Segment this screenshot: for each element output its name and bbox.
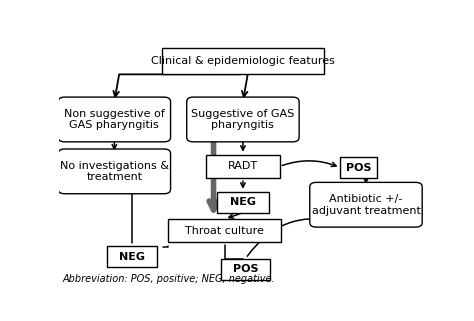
FancyBboxPatch shape [221,258,271,280]
Text: Suggestive of GAS
pharyngitis: Suggestive of GAS pharyngitis [191,109,294,130]
FancyBboxPatch shape [58,97,171,142]
FancyBboxPatch shape [107,246,156,267]
Text: POS: POS [233,264,258,274]
Text: No investigations &
treatment: No investigations & treatment [60,160,169,182]
Text: RADT: RADT [228,161,258,171]
Text: NEG: NEG [119,252,145,262]
FancyBboxPatch shape [310,182,422,227]
FancyBboxPatch shape [340,157,377,178]
Text: Abbreviation: POS, positive; NEG, negative.: Abbreviation: POS, positive; NEG, negati… [63,274,275,284]
FancyBboxPatch shape [162,48,324,74]
FancyBboxPatch shape [168,219,282,242]
FancyBboxPatch shape [187,97,299,142]
FancyBboxPatch shape [206,155,280,178]
FancyBboxPatch shape [217,192,269,213]
Text: Non suggestive of
GAS pharyngitis: Non suggestive of GAS pharyngitis [64,109,165,130]
Text: POS: POS [346,163,372,173]
Text: NEG: NEG [230,197,256,207]
Text: Throat culture: Throat culture [185,226,264,236]
Text: Clinical & epidemiologic features: Clinical & epidemiologic features [151,56,335,66]
Text: Antibiotic +/-
adjuvant treatment: Antibiotic +/- adjuvant treatment [311,194,420,215]
FancyBboxPatch shape [58,149,171,194]
